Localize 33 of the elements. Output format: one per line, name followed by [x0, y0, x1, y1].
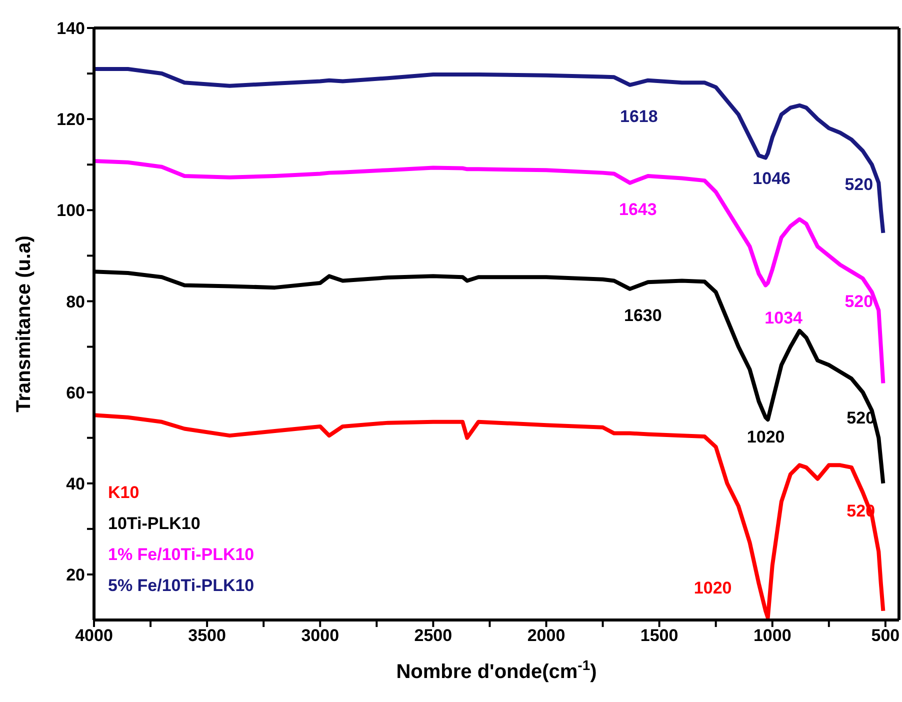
x-tick-label: 1000	[753, 626, 792, 646]
annotation: 1046	[752, 168, 790, 188]
annotation: 1643	[619, 200, 657, 219]
y-axis-title: Transmitance (u.a)	[13, 236, 35, 412]
x-tick-label: 2500	[414, 626, 452, 646]
x-tick-label: 3000	[301, 626, 340, 646]
x-tick-label: 500	[871, 626, 900, 646]
text: 10Ti-PLK10	[108, 513, 202, 535]
annotation: 1020	[746, 428, 785, 447]
text: K10	[108, 482, 140, 504]
y-tick-label: 60	[66, 383, 85, 402]
x-tick-label: 2000	[527, 626, 566, 646]
annotation: 520	[844, 292, 874, 311]
y-tick-label: 140	[56, 19, 85, 38]
line-series	[94, 413, 886, 620]
x-tick-label: 3500	[188, 626, 226, 646]
y-tick-label: 40	[66, 474, 85, 494]
y-tick-label: 80	[66, 292, 85, 312]
annotation: 520	[844, 175, 874, 194]
x-tick-label: 4000	[75, 626, 113, 646]
x-tick-label: 1500	[640, 626, 678, 646]
annotation: 1034	[764, 308, 804, 328]
text: 1% Fe/10Ti-PLK10	[108, 544, 254, 566]
annotation: 1020	[694, 578, 732, 598]
line-series	[94, 158, 886, 386]
line-series	[94, 66, 886, 235]
y-tick-label: 120	[56, 110, 85, 130]
x-axis-title: Nombre d'onde(cm$^{-1}$)	[396, 657, 597, 683]
text: 5% Fe/10Ti-PLK10	[108, 575, 254, 597]
y-tick-label: 20	[66, 565, 85, 584]
annotation: 1618	[620, 106, 658, 126]
y-tick-label: 100	[56, 201, 85, 220]
annotation: 1630	[624, 306, 662, 325]
